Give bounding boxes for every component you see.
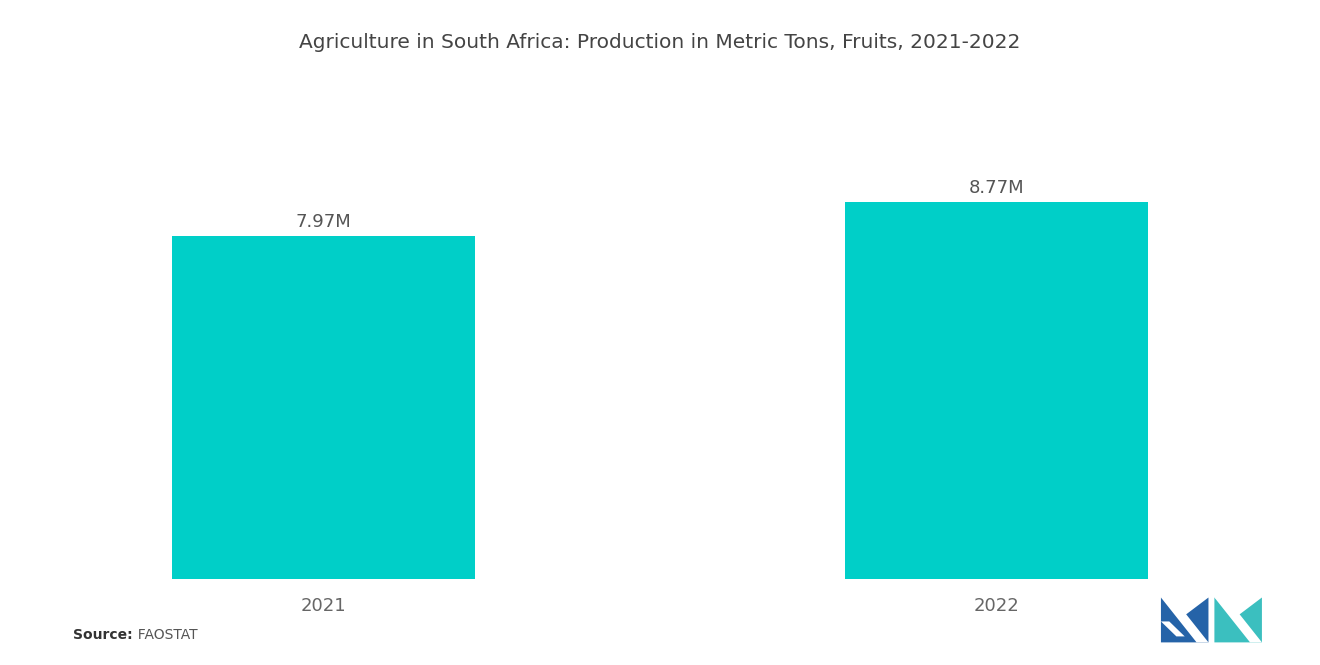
- Polygon shape: [1162, 621, 1185, 636]
- Text: Source:: Source:: [73, 628, 132, 642]
- Polygon shape: [1214, 597, 1262, 642]
- Text: 7.97M: 7.97M: [296, 213, 351, 231]
- Text: 8.77M: 8.77M: [969, 179, 1024, 197]
- Polygon shape: [1162, 597, 1209, 642]
- Polygon shape: [1214, 597, 1262, 642]
- Text: FAOSTAT: FAOSTAT: [129, 628, 198, 642]
- Text: Agriculture in South Africa: Production in Metric Tons, Fruits, 2021-2022: Agriculture in South Africa: Production …: [300, 33, 1020, 53]
- Bar: [845, 202, 1147, 579]
- Polygon shape: [1162, 597, 1209, 642]
- Bar: [173, 237, 475, 579]
